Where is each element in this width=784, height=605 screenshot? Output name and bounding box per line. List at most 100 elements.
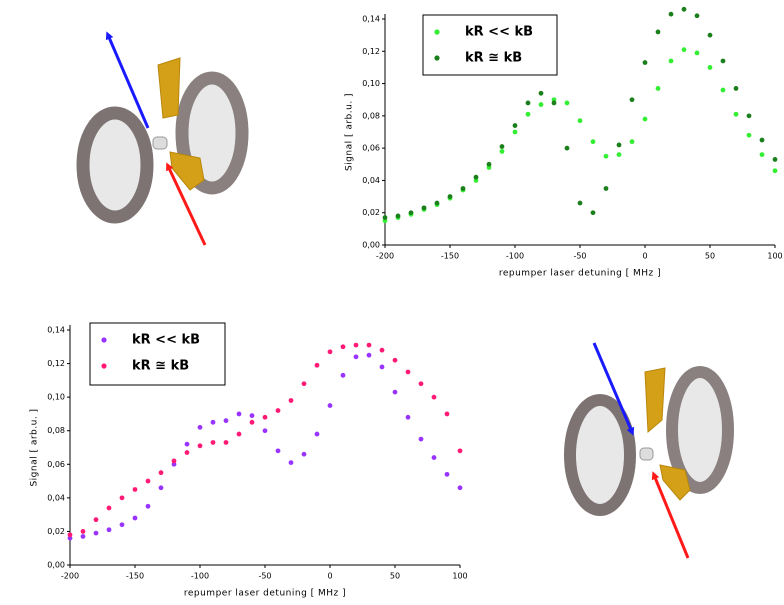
data-point [525, 111, 531, 117]
data-point [655, 29, 661, 35]
data-point [707, 65, 713, 70]
data-point [132, 515, 138, 521]
data-point [353, 354, 359, 360]
data-point [184, 450, 190, 455]
data-point [629, 139, 635, 145]
x-axis-label: repumper laser detuning [ MHz ] [499, 269, 661, 279]
y-tick-label: 0,00 [47, 561, 65, 570]
data-point [447, 194, 453, 199]
x-tick-label: 100 [452, 572, 467, 581]
y-tick-label: 0,12 [47, 359, 65, 368]
data-point [460, 186, 466, 191]
data-point [538, 90, 544, 96]
data-point [772, 157, 778, 162]
data-point [275, 408, 281, 413]
data-point [210, 419, 216, 425]
data-point [210, 440, 216, 445]
data-point [681, 6, 687, 12]
data-point [486, 161, 492, 167]
data-point [405, 369, 411, 375]
data-point [379, 347, 385, 353]
setup-diagram-top [76, 31, 249, 246]
data-point [366, 342, 372, 348]
data-point [275, 448, 281, 454]
data-point [551, 100, 557, 106]
data-point [759, 137, 765, 143]
data-point [408, 210, 414, 216]
data-point [262, 428, 268, 434]
data-point [171, 458, 177, 464]
y-tick-label: 0,08 [47, 426, 65, 435]
data-point [681, 47, 687, 53]
data-point [171, 461, 177, 467]
y-axis-label: Signal [ arb.u. ] [30, 408, 40, 486]
data-point [184, 441, 190, 447]
x-tick-label: -150 [126, 572, 144, 581]
data-point [733, 111, 739, 117]
legend-label: kR ≅ kB [465, 51, 522, 66]
data-point [145, 503, 151, 509]
data-point [629, 97, 635, 103]
data-point [418, 381, 424, 387]
data-point [395, 213, 401, 219]
x-tick-label: -50 [258, 572, 271, 581]
x-tick-label: -150 [441, 252, 459, 261]
data-point [668, 11, 674, 17]
data-point [642, 116, 648, 122]
legend: kR << kB kR ≅ kB [89, 322, 226, 386]
data-point [223, 418, 229, 424]
legend: kR << kB kR ≅ kB [422, 14, 558, 76]
data-point [145, 478, 151, 484]
x-tick-label: -200 [61, 572, 79, 581]
y-tick-label: 0,02 [362, 208, 380, 217]
data-point [457, 448, 463, 454]
data-point [392, 357, 398, 363]
data-point [119, 495, 125, 501]
data-point [473, 174, 479, 180]
data-point [616, 152, 622, 158]
x-tick-label: 0 [327, 572, 332, 581]
data-point [590, 210, 596, 216]
x-tick-label: 0 [642, 252, 647, 261]
data-point [340, 372, 346, 378]
x-axis-label: repumper laser detuning [ MHz ] [184, 589, 346, 599]
y-axis-label: Signal [ arb.u. ] [345, 93, 355, 171]
data-point [158, 470, 164, 476]
x-tick-label: 100 [767, 252, 782, 261]
data-point [499, 148, 505, 154]
y-tick-label: 0,02 [47, 527, 65, 536]
data-point [431, 455, 437, 460]
data-point [106, 527, 112, 533]
data-point [314, 431, 320, 437]
data-point [577, 200, 583, 206]
data-point [236, 411, 242, 417]
chart: 0,00 0,02 0,04 0,06 0,08 0,10 0,12 0,14 -200 -150… [345, 6, 783, 279]
data-point [616, 142, 622, 148]
legend-marker [101, 363, 107, 369]
data-point [444, 411, 450, 417]
data-point [603, 153, 609, 159]
data-point [262, 414, 268, 420]
data-point [301, 451, 307, 457]
legend-marker [434, 55, 440, 61]
legend-label: kR << kB [465, 25, 533, 40]
data-point [668, 58, 674, 64]
y-tick-label: 0,06 [362, 144, 380, 153]
data-point [67, 535, 73, 541]
data-point [434, 200, 440, 206]
data-point [499, 144, 505, 149]
legend-marker [101, 337, 107, 343]
data-point [392, 389, 398, 395]
data-point [80, 534, 86, 539]
y-tick-label: 0,10 [362, 79, 380, 88]
data-point [340, 344, 346, 350]
data-point [106, 505, 112, 511]
data-point [288, 398, 294, 403]
data-point [405, 414, 411, 420]
data-point [564, 100, 570, 106]
y-tick-label: 0,06 [47, 460, 65, 469]
legend-box [422, 14, 558, 76]
data-point [379, 364, 385, 370]
data-point [746, 113, 752, 119]
data-point [512, 123, 518, 128]
